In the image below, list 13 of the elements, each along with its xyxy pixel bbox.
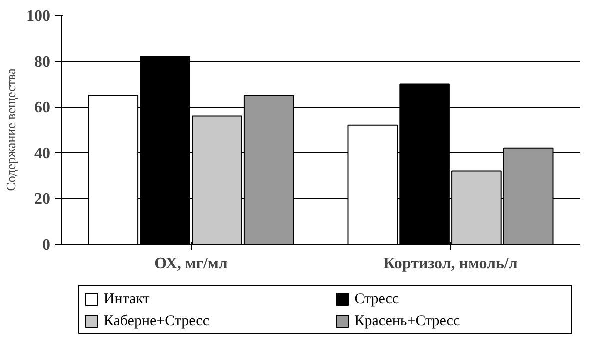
y-tick-label: 80 [34,54,50,71]
y-tick-label: 60 [34,100,50,117]
x-tick-label: Кортизол, нмоль/л [384,256,518,272]
y-tick-label: 20 [34,191,50,208]
y-axis-title: Содержание вещества [4,68,18,192]
legend-label: Интакт [104,292,150,308]
x-tick-label: ОХ, мг/мл [154,256,228,272]
y-tick-label: 40 [34,145,50,162]
y-tick-label: 0 [42,237,50,254]
legend-label: Стресс [354,292,400,308]
legend-label: Каберне+Стресс [104,314,210,330]
y-tick-label: 100 [26,8,50,25]
legend-label: Красень+Стресс [354,314,460,330]
